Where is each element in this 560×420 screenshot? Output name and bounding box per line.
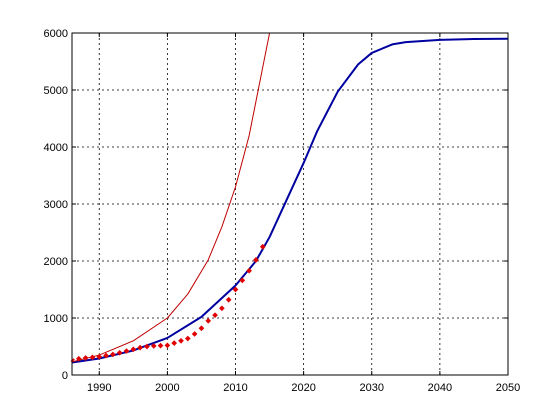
observed-point xyxy=(157,342,164,349)
observed-point xyxy=(191,331,198,337)
observed-point xyxy=(259,243,266,250)
y-tick-label: 3000 xyxy=(44,199,68,211)
x-tick-label: 2040 xyxy=(428,382,452,394)
observed-point xyxy=(225,296,232,303)
y-tick-label: 5000 xyxy=(44,85,68,97)
observed-point xyxy=(75,355,82,362)
logistic-series-line xyxy=(72,37,508,364)
y-tick-label: 0 xyxy=(62,370,68,382)
observed-point xyxy=(123,348,130,354)
observed-point xyxy=(137,344,143,351)
observed-point xyxy=(130,346,137,353)
series-layer xyxy=(69,33,508,364)
observed-point xyxy=(82,355,89,361)
exponential-series-line xyxy=(72,33,271,363)
observed-point xyxy=(246,267,252,274)
x-tick-label: 2010 xyxy=(223,382,247,394)
observed-point xyxy=(198,325,205,332)
observed-point xyxy=(150,343,157,349)
axis-ticks: 1990 2000 2010 2020 2030 2040 2050 0 1000 2000 300… xyxy=(44,28,521,394)
observed-point xyxy=(232,286,239,293)
observed-point xyxy=(212,312,218,318)
x-tick-label: 2030 xyxy=(360,382,384,394)
observed-point xyxy=(103,352,109,359)
grid-lines xyxy=(72,33,508,375)
observed-point xyxy=(144,343,150,350)
observed-point xyxy=(116,349,123,356)
observed-point xyxy=(253,257,259,263)
observed-point xyxy=(219,305,225,312)
plot-area xyxy=(72,33,508,375)
y-tick-label: 2000 xyxy=(44,256,68,268)
observed-point xyxy=(171,340,178,346)
x-tick-label: 2000 xyxy=(155,382,179,394)
observed-point xyxy=(164,342,171,349)
observed-point xyxy=(110,351,116,358)
observed-point xyxy=(96,353,103,360)
observed-point xyxy=(89,354,96,361)
y-tick-label: 4000 xyxy=(44,142,68,154)
observed-point xyxy=(239,277,246,284)
y-tick-label: 1000 xyxy=(44,313,68,325)
observed-point xyxy=(178,337,184,344)
observed-point xyxy=(184,335,191,342)
x-tick-label: 2020 xyxy=(291,382,315,394)
observed-point xyxy=(205,318,212,324)
y-tick-label: 6000 xyxy=(44,28,68,40)
x-tick-label: 1990 xyxy=(87,382,111,394)
x-tick-label: 2050 xyxy=(496,382,520,394)
